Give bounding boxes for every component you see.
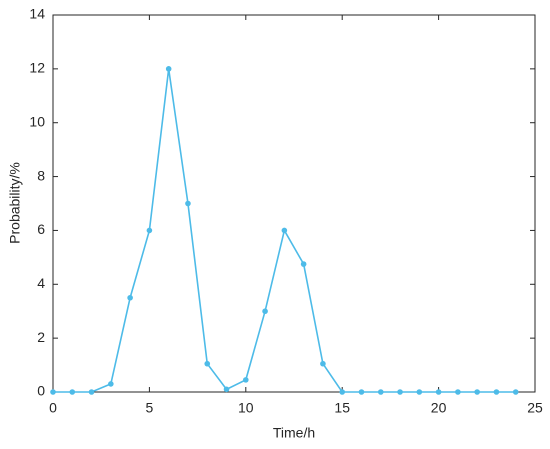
- y-tick-label: 12: [29, 60, 45, 76]
- y-axis-label: Probability/%: [7, 162, 23, 244]
- point: [146, 227, 153, 234]
- x-tick-label: 25: [527, 400, 543, 416]
- point: [455, 389, 461, 395]
- point: [243, 377, 249, 383]
- point: [512, 389, 519, 395]
- x-tick-label: 15: [334, 400, 350, 416]
- x-tick-label: 0: [49, 400, 57, 416]
- point: [300, 261, 307, 267]
- plot-frame: [52, 14, 536, 393]
- point: [320, 360, 326, 367]
- point: [416, 389, 423, 395]
- point: [185, 200, 191, 207]
- point: [88, 389, 95, 395]
- y-tick-label: 0: [37, 383, 45, 399]
- y-tick-label: 4: [37, 275, 45, 291]
- y-tick-label: 14: [29, 6, 45, 22]
- point: [165, 66, 172, 72]
- x-tick-label: 5: [146, 400, 154, 416]
- point: [108, 381, 114, 387]
- point: [50, 389, 56, 395]
- point: [127, 294, 133, 301]
- point: [339, 389, 346, 395]
- point: [204, 360, 211, 367]
- point: [493, 389, 500, 395]
- point: [358, 389, 365, 395]
- point: [281, 227, 288, 234]
- x-tick-label: 10: [238, 400, 254, 416]
- point: [397, 389, 403, 395]
- point: [69, 389, 76, 395]
- y-tick-label: 2: [37, 329, 45, 345]
- y-tick-label: 8: [37, 167, 45, 183]
- point: [474, 389, 480, 395]
- x-tick-label: 20: [431, 400, 447, 416]
- y-tick-label: 10: [29, 113, 45, 129]
- point: [262, 308, 268, 315]
- y-tick-label: 6: [37, 221, 45, 237]
- x-axis-label: Time/h: [273, 425, 315, 441]
- point: [223, 386, 230, 393]
- point: [435, 389, 442, 395]
- point: [377, 389, 384, 395]
